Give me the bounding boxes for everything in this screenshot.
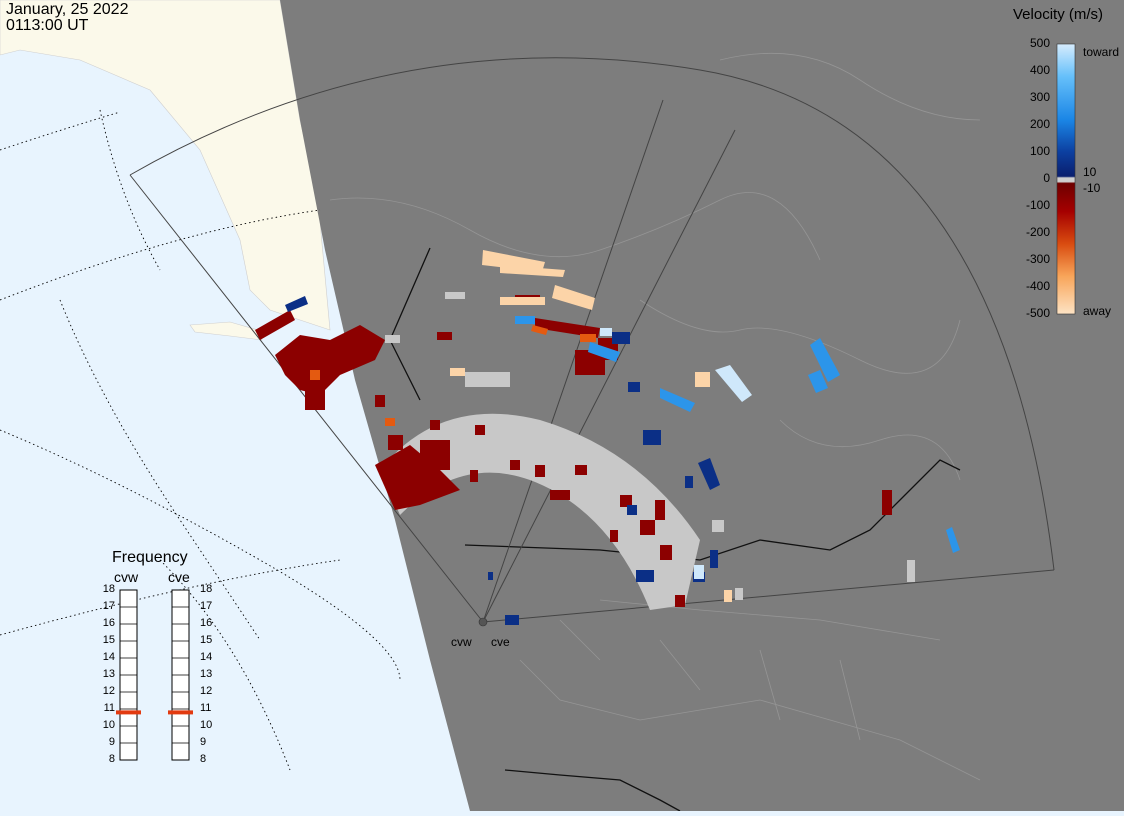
toward-label: toward — [1083, 45, 1120, 59]
frequency-tick-left: 9 — [108, 736, 115, 748]
neg-threshold-label: -10 — [1083, 181, 1101, 195]
frequency-tick-right: 12 — [200, 685, 213, 697]
frequency-marker-cvw — [116, 710, 141, 715]
velocity-tick: -100 — [1025, 198, 1050, 212]
site-label-cve: cve — [491, 635, 510, 649]
field-of-view — [129, 57, 1055, 623]
frequency-tick-right: 18 — [200, 583, 213, 595]
cvw-freq-label: cvw — [114, 569, 139, 585]
frequency-tick-left: 8 — [108, 753, 115, 765]
frequency-tick-left: 12 — [102, 685, 115, 697]
velocity-tick: 500 — [1029, 36, 1050, 50]
frequency-tick-left: 18 — [102, 583, 115, 595]
frequency-tick-right: 10 — [200, 719, 213, 731]
scatter-toward-mid — [515, 316, 960, 553]
frequency-tick-left: 16 — [102, 617, 115, 629]
velocity-tick: -300 — [1025, 252, 1050, 266]
site-label-cvw: cvw — [451, 635, 472, 649]
date-label: January, 25 2022 — [6, 1, 129, 18]
scatter-away-mid — [310, 325, 596, 426]
velocity-tick: -400 — [1025, 279, 1050, 293]
frequency-tick-left: 10 — [102, 719, 115, 731]
velocity-tick: 0 — [1043, 171, 1050, 185]
night-shade — [280, 0, 1124, 811]
velocity-tick: -500 — [1025, 306, 1050, 320]
frequency-tick-left: 13 — [102, 668, 115, 680]
frequency-tick-right: 14 — [200, 651, 213, 663]
frequency-tick-left: 17 — [102, 600, 115, 612]
velocity-tick: 100 — [1029, 144, 1050, 158]
frequency-tick-left: 11 — [103, 702, 115, 714]
frequency-title: Frequency — [112, 549, 188, 566]
frequency-tick-right: 11 — [200, 702, 212, 714]
grid-lines — [0, 109, 401, 771]
radar-site-marker — [478, 617, 488, 627]
frequency-bars — [116, 589, 193, 761]
ground-scatter — [380, 292, 915, 610]
frequency-tick-right: 9 — [200, 736, 207, 748]
frequency-tick-right: 17 — [200, 600, 213, 612]
velocity-tick: 200 — [1029, 117, 1050, 131]
cve-freq-label: cve — [168, 569, 190, 585]
scatter-away-dark — [255, 295, 892, 607]
frequency-tick-right: 13 — [200, 668, 213, 680]
away-label: away — [1083, 304, 1112, 318]
velocity-title: Velocity (m/s) — [1013, 6, 1104, 23]
land-day-peninsula — [189, 321, 263, 341]
frequency-marker-cve — [168, 710, 193, 715]
velocity-colorbar — [1056, 43, 1076, 315]
frequency-tick-left: 15 — [102, 634, 115, 646]
velocity-tick: 300 — [1029, 90, 1050, 104]
frequency-tick-right: 8 — [200, 753, 207, 765]
frequency-tick-left: 14 — [102, 651, 115, 663]
velocity-tick: -200 — [1025, 225, 1050, 239]
time-label: 0113:00 UT — [6, 17, 89, 34]
velocity-tick: 400 — [1029, 63, 1050, 77]
scatter-away-light — [450, 250, 732, 602]
scatter-toward-light — [600, 328, 752, 579]
frequency-tick-right: 15 — [200, 634, 213, 646]
pos-threshold-label: 10 — [1083, 165, 1097, 179]
frequency-tick-right: 16 — [200, 617, 213, 629]
